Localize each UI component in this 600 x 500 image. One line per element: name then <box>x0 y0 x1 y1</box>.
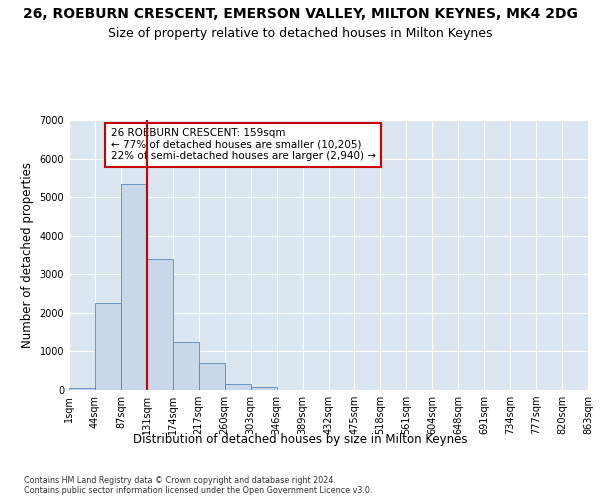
Y-axis label: Number of detached properties: Number of detached properties <box>21 162 34 348</box>
Bar <box>199 363 224 390</box>
Text: Contains HM Land Registry data © Crown copyright and database right 2024.
Contai: Contains HM Land Registry data © Crown c… <box>24 476 373 495</box>
Bar <box>251 388 277 390</box>
Bar <box>147 259 173 390</box>
Bar <box>69 388 95 390</box>
Text: Distribution of detached houses by size in Milton Keynes: Distribution of detached houses by size … <box>133 432 467 446</box>
Text: 26, ROEBURN CRESCENT, EMERSON VALLEY, MILTON KEYNES, MK4 2DG: 26, ROEBURN CRESCENT, EMERSON VALLEY, MI… <box>23 8 577 22</box>
Bar <box>121 184 147 390</box>
Text: 26 ROEBURN CRESCENT: 159sqm
← 77% of detached houses are smaller (10,205)
22% of: 26 ROEBURN CRESCENT: 159sqm ← 77% of det… <box>110 128 376 162</box>
Bar <box>225 384 251 390</box>
Bar <box>95 303 121 390</box>
Bar <box>173 342 199 390</box>
Text: Size of property relative to detached houses in Milton Keynes: Size of property relative to detached ho… <box>108 28 492 40</box>
